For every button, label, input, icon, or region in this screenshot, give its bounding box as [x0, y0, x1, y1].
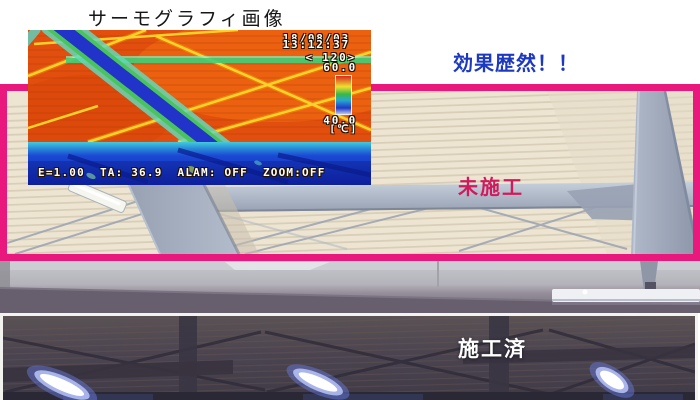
page-title: サーモグラフィ画像 — [88, 8, 286, 30]
fluorescent-fixture — [552, 289, 700, 305]
thermal-temp-max: 60.0 — [323, 61, 357, 74]
thermal-time: 13:12:37 — [282, 38, 350, 51]
ceiling-strip-photo — [0, 261, 700, 313]
thermal-range-marker: < 120> — [305, 51, 356, 64]
thermal-colorbar — [335, 75, 352, 115]
ceiling-background-strip — [0, 261, 700, 313]
thermal-ambient-temp: TA: 36.9 — [99, 166, 163, 179]
thermal-zoom-status: ZOOM:OFF — [262, 166, 326, 179]
thermal-status-bar: E=1.00 TA: 36.9 ALAM: OFF ZOOM:OFF — [38, 166, 326, 179]
thermal-temp-unit: [℃] — [329, 124, 358, 135]
effect-slogan: 効果歴然！！ — [453, 51, 579, 75]
treated-photo-frame: 施工済 — [0, 313, 698, 400]
thermal-emissivity: E=1.00 — [38, 166, 85, 179]
ceiling-light — [286, 364, 350, 400]
treated-ceiling-photo — [3, 316, 695, 400]
thermal-scene — [28, 30, 371, 185]
thermal-alarm-status: ALAM: OFF — [177, 166, 248, 179]
thermal-temp-min: 40.0 — [323, 114, 357, 127]
ceiling-light — [589, 362, 635, 398]
ceiling-light — [26, 365, 98, 400]
thermal-date: 18/08/03 — [282, 32, 350, 45]
thermal-image: 18/08/03 13:12:37 < 120> 60.0 40.0 [℃] E… — [28, 30, 371, 185]
untreated-label: 未施工 — [458, 175, 524, 199]
treated-label: 施工済 — [458, 337, 527, 361]
